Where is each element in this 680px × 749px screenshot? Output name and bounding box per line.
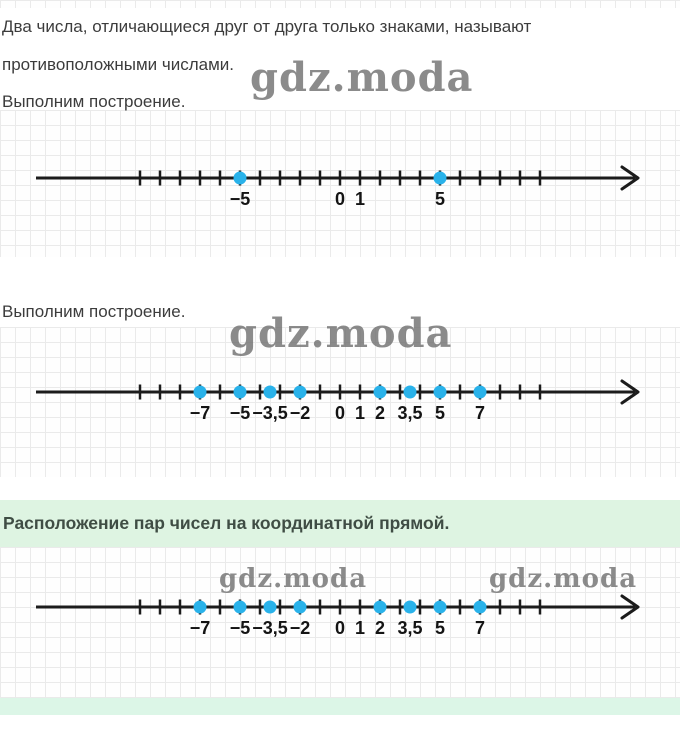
tick-label: 1 bbox=[355, 403, 365, 423]
tick-label: 0 bbox=[335, 403, 345, 423]
tick-label: −2 bbox=[290, 618, 311, 638]
section-banner: Расположение пар чисел на координатной п… bbox=[0, 500, 680, 547]
tick-label: 7 bbox=[475, 403, 485, 423]
axis-arrowhead bbox=[620, 379, 640, 405]
intro-build-label: Выполним построение. bbox=[2, 92, 186, 111]
plotted-point bbox=[373, 600, 387, 614]
plotted-point bbox=[433, 600, 447, 614]
plotted-point bbox=[433, 385, 447, 399]
intro-text-line1: Два числа, отличающиеся друг от друга то… bbox=[2, 17, 532, 36]
plotted-point bbox=[293, 385, 307, 399]
number-line-pairs-summary: −7 −5 −3,5 −2 0 1 2 3,5 5 7 bbox=[36, 594, 640, 638]
tick-label: −3,5 bbox=[252, 403, 288, 423]
tick-label: 0 bbox=[335, 189, 345, 209]
plotted-point bbox=[193, 385, 207, 399]
grid-strip-top bbox=[0, 0, 680, 8]
tick-label: 5 bbox=[435, 189, 445, 209]
watermark-large-top: gdz.moda bbox=[250, 54, 474, 101]
bottom-green-strip bbox=[0, 698, 680, 715]
plotted-point bbox=[263, 600, 277, 614]
tick-label: 3,5 bbox=[397, 618, 422, 638]
watermark-small-right: gdz.moda bbox=[489, 564, 638, 594]
tick-label: 7 bbox=[475, 618, 485, 638]
plotted-point bbox=[193, 600, 207, 614]
plotted-point bbox=[403, 600, 417, 614]
plotted-point bbox=[433, 171, 447, 185]
tick-label: −3,5 bbox=[252, 618, 288, 638]
plotted-point bbox=[473, 385, 487, 399]
section2-build-label: Выполним построение. bbox=[2, 302, 186, 321]
axis-arrowhead bbox=[620, 165, 640, 191]
plotted-point bbox=[233, 600, 247, 614]
tick-label: 5 bbox=[435, 618, 445, 638]
axis-arrowhead bbox=[620, 594, 640, 620]
tick-label: 1 bbox=[355, 189, 365, 209]
tick-label: −5 bbox=[230, 189, 251, 209]
plotted-point bbox=[473, 600, 487, 614]
tick-label: −7 bbox=[190, 618, 211, 638]
tick-label: −5 bbox=[230, 618, 251, 638]
plotted-point bbox=[233, 171, 247, 185]
tick-label: −7 bbox=[190, 403, 211, 423]
number-line-pairs-construction: −7 −5 −3,5 −2 0 1 2 3,5 5 7 bbox=[36, 379, 640, 423]
plotted-point bbox=[373, 385, 387, 399]
plotted-point bbox=[403, 385, 417, 399]
tick-label: 1 bbox=[355, 618, 365, 638]
tick-label: 5 bbox=[435, 403, 445, 423]
tick-label: 2 bbox=[375, 618, 385, 638]
watermark-large-middle: gdz.moda bbox=[229, 310, 453, 357]
tick-label: −5 bbox=[230, 403, 251, 423]
tick-label: −2 bbox=[290, 403, 311, 423]
tick-label: 3,5 bbox=[397, 403, 422, 423]
tick-label: 0 bbox=[335, 618, 345, 638]
diagram-grid-block-2 bbox=[0, 327, 680, 477]
plotted-point bbox=[293, 600, 307, 614]
intro-text-line2: противоположными числами. bbox=[2, 55, 234, 74]
diagram-grid-block-3 bbox=[0, 547, 680, 698]
plotted-point bbox=[263, 385, 277, 399]
plotted-point bbox=[233, 385, 247, 399]
watermark-small-left: gdz.moda bbox=[219, 564, 368, 594]
tick-label: 2 bbox=[375, 403, 385, 423]
number-line-opposites: −5 0 1 5 bbox=[36, 165, 640, 209]
